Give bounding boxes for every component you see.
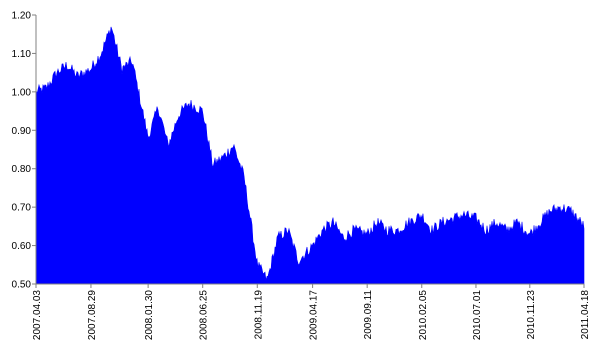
y-tick-label: 0.50 — [12, 280, 32, 291]
x-tick-label: 2009.09.11 — [363, 290, 374, 340]
x-tick-label: 2007.04.03 — [32, 290, 43, 340]
x-tick-label: 2011.04.18 — [580, 290, 589, 340]
y-tick-label: 1.20 — [12, 11, 32, 22]
x-tick-label: 2010.07.01 — [472, 290, 483, 340]
x-tick-label: 2010.11.23 — [526, 290, 537, 340]
y-tick-label: 1.10 — [12, 49, 32, 60]
x-tick-label: 2008.11.19 — [253, 290, 264, 340]
y-tick-label: 0.60 — [12, 241, 32, 252]
x-axis: 2007.04.03 2007.08.29 2008.01.30 2008.06.25… — [32, 284, 589, 340]
x-tick-label: 2008.06.25 — [199, 290, 210, 340]
x-tick-label: 2007.08.29 — [87, 290, 98, 340]
y-tick-label: 1.00 — [12, 87, 32, 98]
series-area — [36, 27, 584, 284]
x-tick-label: 2010.02.05 — [418, 290, 429, 340]
y-axis: 0.50 0.60 0.70 0.80 0.90 1.00 1.10 1.20 — [12, 11, 36, 291]
y-tick-label: 0.80 — [12, 164, 32, 175]
y-tick-label: 0.70 — [12, 203, 32, 214]
x-tick-label: 2009.04.17 — [309, 290, 320, 340]
y-tick-label: 0.90 — [12, 126, 32, 137]
x-tick-label: 2008.01.30 — [144, 290, 155, 340]
